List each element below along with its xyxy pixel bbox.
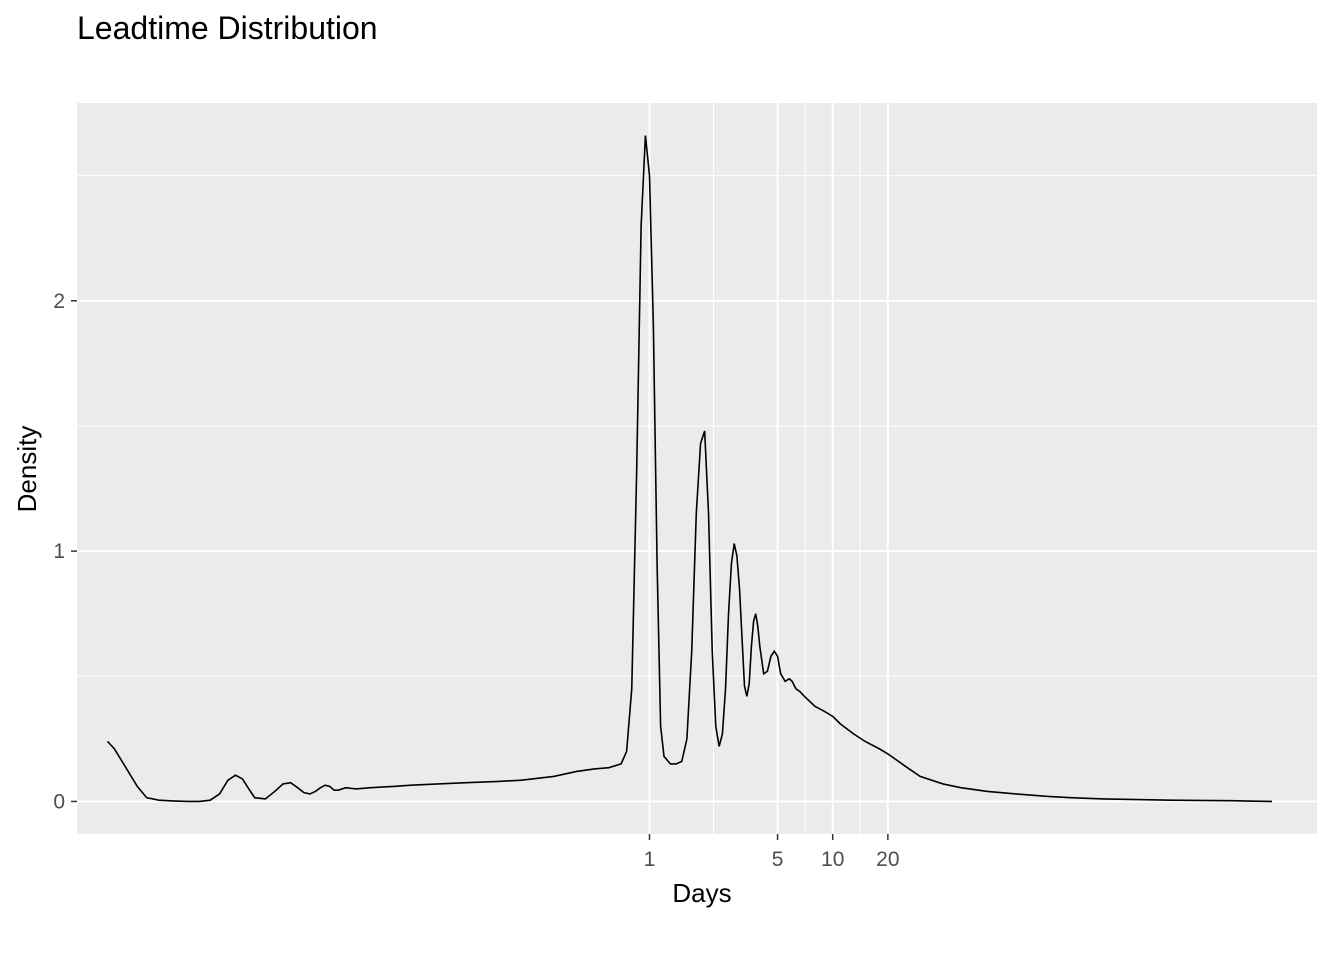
x-tick-label: 10: [821, 848, 844, 871]
y-tick-label: 1: [53, 540, 65, 563]
y-axis: 0 1 2: [53, 290, 77, 813]
minor-grid: [77, 103, 1317, 834]
x-tick-label: 20: [876, 848, 899, 871]
density-curve: [106, 135, 1273, 803]
y-tick-label: 0: [53, 790, 65, 813]
x-axis-title: Days: [672, 878, 731, 908]
chart-title: Leadtime Distribution: [77, 10, 378, 46]
major-grid: [77, 103, 1317, 834]
plot-panel: [77, 103, 1317, 834]
x-axis: 1 5 10 20: [644, 834, 900, 871]
x-tick-label: 5: [772, 848, 784, 871]
y-tick-label: 2: [53, 290, 65, 313]
x-tick-label: 1: [644, 848, 656, 871]
y-axis-title: Density: [12, 426, 42, 513]
